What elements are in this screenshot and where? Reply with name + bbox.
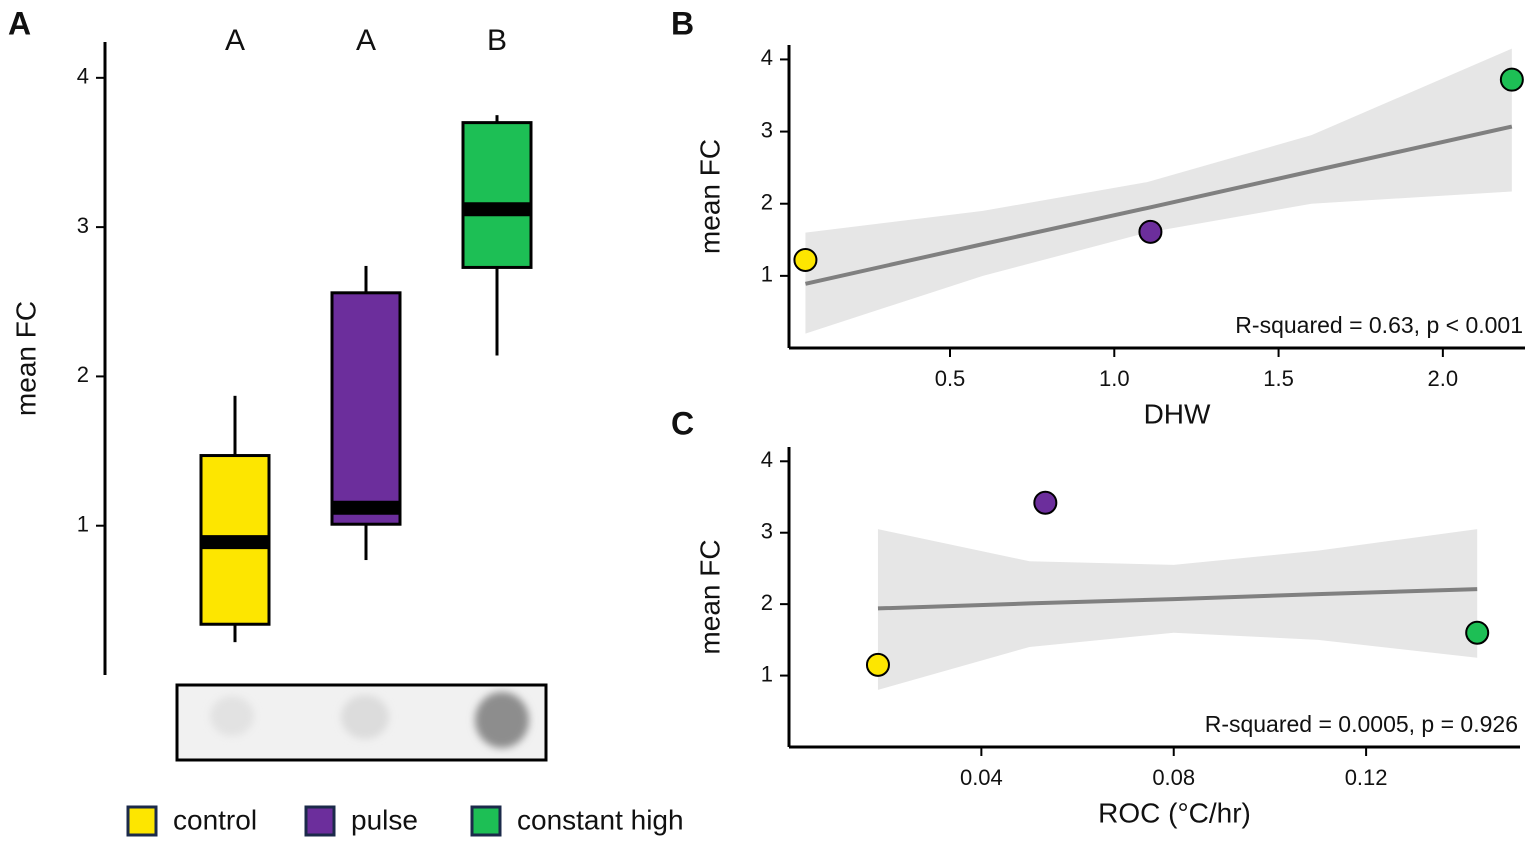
legend-swatch [470,805,502,837]
y-tick-label: 1 [761,661,773,686]
y-tick-label: 3 [761,519,773,544]
annotation: R-squared = 0.0005, p = 0.926 [1205,711,1518,737]
y-tick-label: 4 [761,45,773,70]
y-tick-label: 2 [761,190,773,215]
legend-label: constant high [517,804,684,835]
y-tick-label: 2 [77,362,89,387]
fit-line [877,587,1478,611]
point [1138,219,1163,244]
x-axis-label: ROC (°C/hr) [1098,797,1251,828]
point [1465,620,1490,645]
y-axis-label: mean FC [694,139,725,254]
legend-label: control [173,804,257,835]
blot-spot [475,692,529,748]
dot-blot [175,683,548,762]
group-label: A [225,24,245,57]
group-label: B [487,24,507,57]
panel-label: C [671,405,694,441]
legend-swatch [126,805,158,837]
point [1033,490,1058,515]
y-tick-label: 3 [77,213,89,238]
y-tick-label: 1 [761,262,773,287]
group-label: A [356,24,376,57]
y-tick-label: 1 [77,512,89,537]
point [1499,67,1524,92]
x-tick-label: 0.12 [1345,765,1388,790]
x-tick-label: 0.5 [935,366,966,391]
x-tick-label: 0.08 [1152,765,1195,790]
panel-label: B [671,5,694,41]
point [865,652,890,677]
x-tick-label: 2.0 [1428,366,1459,391]
box [330,291,402,526]
y-axis-label: mean FC [694,539,725,654]
x-tick-label: 1.5 [1263,366,1294,391]
confidence-band [805,48,1512,334]
box [461,121,533,269]
x-tick-label: 1.0 [1099,366,1130,391]
y-tick-label: 4 [761,447,773,472]
legend-swatch [304,805,336,837]
point [793,247,818,272]
blot-spot [341,695,389,739]
legend-label: pulse [351,804,418,835]
x-tick-label: 0.04 [960,765,1003,790]
annotation: R-squared = 0.63, p < 0.001 [1235,312,1523,338]
y-tick-label: 3 [761,117,773,142]
y-tick-label: 4 [77,64,89,89]
fit-line [804,124,1513,286]
panel-label: A [8,5,31,41]
y-tick-label: 2 [761,590,773,615]
blot-spot [210,696,254,736]
x-axis-label: DHW [1144,398,1211,429]
y-axis-label: mean FC [10,301,41,416]
confidence-band [877,529,1478,690]
